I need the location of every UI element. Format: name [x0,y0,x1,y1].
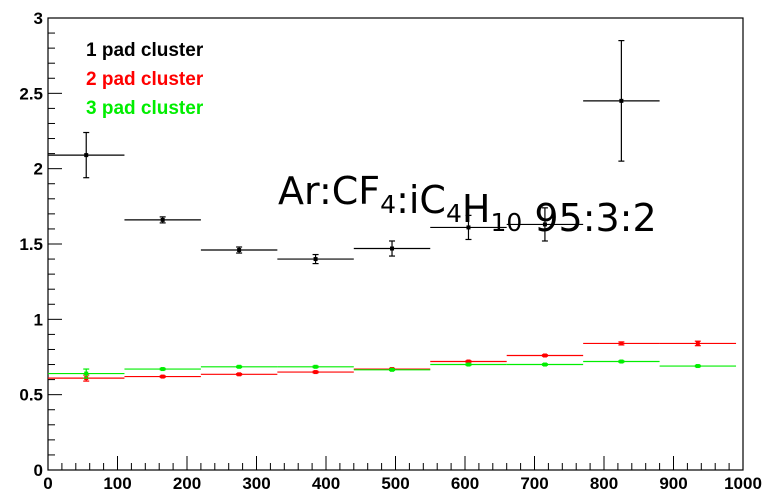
data-marker [237,372,242,377]
data-point [430,362,507,367]
x-tick-label: 800 [590,474,618,493]
data-marker [390,367,395,372]
data-marker [160,217,165,222]
data-point [200,364,278,369]
legend-entry-1: 1 pad cluster [86,40,204,61]
gas-mixture-annotation: Ar:CF4:iC4H10 95:3:2 [278,169,657,240]
data-point [124,374,201,379]
data-point [583,359,660,364]
x-tick-label: 300 [242,474,270,493]
data-point [124,367,201,372]
series-3 [48,359,737,379]
data-marker [619,341,624,346]
data-marker [619,359,624,364]
data-point [353,367,431,372]
data-series [48,39,737,382]
data-marker [619,98,624,103]
x-tick-label: 700 [520,474,548,493]
data-point [583,341,660,346]
legend-entry-3: 3 pad cluster [86,98,204,119]
annotation-text: Ar:CF [278,169,380,213]
data-point [353,240,431,257]
y-tick-label: 0.5 [19,386,43,405]
annotation-subscript: 10 [490,208,522,237]
y-tick-label: 2.5 [19,84,43,103]
data-point [506,362,584,367]
data-point [506,353,584,358]
data-marker [237,364,242,369]
data-point [430,214,507,241]
data-marker [695,341,700,346]
data-marker [466,225,471,230]
y-tick-label: 2 [34,160,43,179]
legend: 1 pad cluster 2 pad cluster 3 pad cluste… [86,40,204,119]
data-marker [542,222,547,227]
annotation-text: H [462,187,491,231]
data-marker [160,367,165,372]
data-point [48,131,125,179]
data-point [430,359,507,364]
data-point [277,364,354,369]
x-tick-label: 100 [103,474,131,493]
data-point [277,253,354,265]
data-marker [84,371,89,376]
data-marker [695,364,700,369]
data-marker [466,359,471,364]
legend-entry-2: 2 pad cluster [86,69,204,90]
data-point [659,340,737,347]
annotation-subscript: 4 [446,199,462,228]
x-tick-label: 400 [312,474,340,493]
x-tick-label: 0 [43,474,52,493]
series-1 [48,39,660,265]
annotation-subscript: 4 [380,190,396,219]
y-tick-label: 1.5 [19,235,43,254]
data-marker [542,353,547,358]
data-point [583,39,660,162]
y-tick-label: 1 [34,310,43,329]
axes: 0 100 200 300 400 500 600 700 800 900 1000 0 0.5 1 1.5… [19,9,762,493]
x-tick-label: 1000 [724,474,762,493]
x-tick-label: 900 [659,474,687,493]
data-marker [313,370,318,375]
x-tick-label: 600 [451,474,479,493]
data-marker [84,153,89,158]
annotation-text: 95:3:2 [522,196,656,240]
data-point [506,207,584,242]
data-point [200,246,278,254]
x-tick-label: 200 [173,474,201,493]
data-marker [390,246,395,251]
data-marker [313,364,318,369]
data-point [659,364,737,369]
data-marker [542,362,547,367]
x-tick-label: 500 [381,474,409,493]
annotation-text: :iC [396,178,446,222]
y-tick-label: 3 [34,9,43,28]
y-tick-label: 0 [34,461,43,480]
data-point [48,368,125,379]
data-marker [466,362,471,367]
data-point [124,216,201,224]
data-point [200,372,278,377]
data-marker [160,374,165,379]
data-marker [313,257,318,262]
data-marker [237,248,242,253]
data-point [277,370,354,375]
